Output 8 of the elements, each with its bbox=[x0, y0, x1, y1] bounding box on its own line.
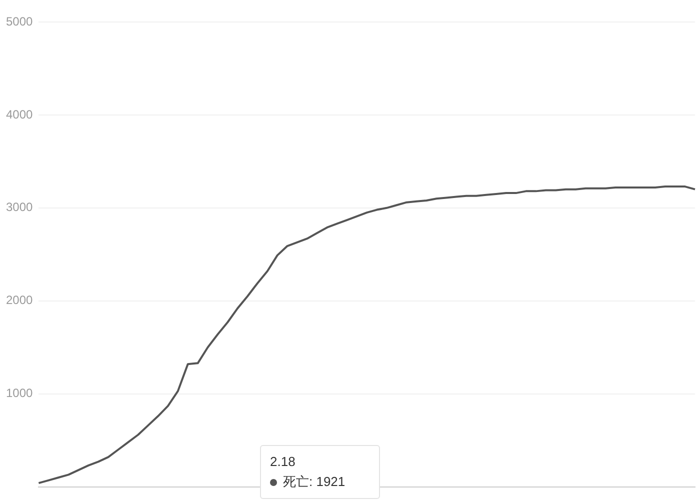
y-tick-label: 1000 bbox=[6, 386, 34, 400]
y-tick-label: 5000 bbox=[6, 14, 34, 28]
y-tick-label: 3000 bbox=[6, 200, 34, 214]
annotation: 2.18 bbox=[270, 453, 296, 471]
y-tick-label: 4000 bbox=[6, 107, 34, 122]
annotation: 死亡: 1921 bbox=[283, 473, 346, 491]
y-tick-label: 2000 bbox=[6, 293, 34, 308]
tooltip: 2.18 死亡: 1921 bbox=[260, 445, 380, 499]
